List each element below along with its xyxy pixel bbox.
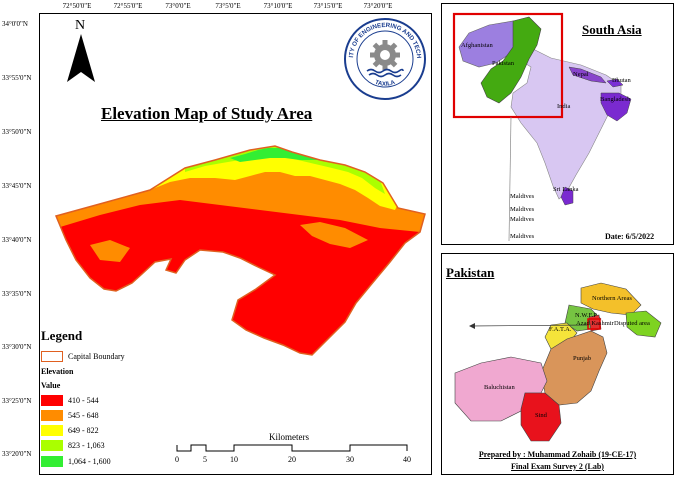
leader-line [508,116,512,242]
study-area-box [587,318,601,330]
province-label: F.A.T.A. [549,326,572,333]
india-shape [500,42,622,200]
country-label: Nepal [573,71,589,78]
pakistan-map [454,282,662,442]
pakistan-title: Pakistan [446,265,495,280]
country-label: Maldives [510,206,535,213]
north-arrow: N [66,18,96,84]
longitude-tick: 73°0'0"E [165,2,191,10]
legend-title: Legend [41,328,83,343]
country-label: Maldives [510,216,535,223]
south-asia-title: South Asia [582,22,642,37]
country-label: Sri Lanka [553,186,579,193]
legend-boundary-row: Capital Boundary [41,350,125,362]
legend-class-row: 823 - 1,063 [41,439,105,451]
longitude-tick: 72°50'0"E [62,2,92,10]
north-arrow-icon [67,34,95,82]
pakistan-shape [480,16,542,104]
legend-class-label: 545 - 648 [68,410,99,420]
south-asia-map [452,12,632,242]
latitude-tick: 33°25'0"N [2,397,32,405]
elevation-classes [56,146,425,355]
province-label: Northern Areas [592,295,632,302]
longitude-tick: 73°10'0"E [263,2,293,10]
province-label: Baluchistan [484,384,515,391]
boundary-swatch [41,350,63,362]
legend-class-label: 823 - 1,063 [68,440,105,450]
longitude-tick: 73°5'0"E [215,2,241,10]
university-seal-icon: UNIVERSITY OF ENGINEERING AND TECHNOLOGY… [341,12,426,100]
elevation-raster [54,145,426,356]
latitude-tick: 33°50'0"N [2,128,32,136]
elevation-class-1064-1600 [230,148,318,162]
country-label: Maldives [510,193,535,200]
legend-class-label: 649 - 822 [68,425,99,435]
latitude-tick: 33°45'0"N [2,182,32,190]
latitude-tick: 34°0'0"N [2,20,28,28]
afghanistan-shape [458,20,522,68]
north-label: N [75,18,86,33]
scale-tick: 30 [346,455,354,464]
country-label: India [557,103,571,110]
prepared-by: Prepared by : Muhammad Zohaib (19-CE-17) [478,450,637,459]
bhutan-shape [606,78,624,88]
country-label: Pakistan [492,60,515,67]
legend-elevation-label: Elevation [41,367,74,376]
longitude-tick: 73°15'0"E [313,2,343,10]
legend-class-label: 410 - 544 [68,395,99,405]
latitude-tick: 33°20'0"N [2,450,32,458]
svg-text:TAXILA: TAXILA [374,80,397,88]
scale-tick: 40 [403,455,411,464]
capital-boundary [54,145,426,356]
elevation-patch [300,222,368,248]
longitude-tick: 73°20'0"E [363,2,393,10]
country-label: Afghanistan [461,42,493,49]
course-label: Final Exam Survey 2 (Lab) [511,462,604,471]
legend-value-label: Value [41,381,61,390]
sri-lanka-shape [560,186,574,206]
pakistan-extent-box [452,12,564,119]
legend-boundary-label: Capital Boundary [68,351,125,361]
legend-swatch [41,424,63,436]
punjab-shape [540,330,608,406]
legend-swatch [41,455,63,467]
province-label: Azad Kashmir [576,320,614,327]
bangladesh-shape [600,92,632,122]
scale-bar [176,444,408,452]
legend-swatch [41,394,63,406]
university-logo: UNIVERSITY OF ENGINEERING AND TECHNOLOGY… [341,12,427,101]
latitude-tick: 33°30'0"N [2,343,32,351]
arrow-head-icon [469,323,475,329]
legend-swatch [41,409,63,421]
scale-tick: 5 [203,455,207,464]
legend-swatch [41,439,63,451]
legend-class-row: 545 - 648 [41,409,99,421]
legend-class-row: 649 - 822 [41,424,99,436]
legend-class-row: 1,064 - 1,600 [41,455,111,467]
leader-line [470,324,590,327]
scale-unit-label: Kilometers [269,432,309,442]
province-label: Punjab [573,355,592,362]
latitude-tick: 33°55'0"N [2,74,32,82]
scale-tick: 20 [288,455,296,464]
country-label: Maldives [510,233,535,240]
nepal-shape [568,66,607,84]
latitude-tick: 33°40'0"N [2,236,32,244]
map-title: Elevation Map of Study Area [101,104,313,123]
country-label: Bangladesh [600,96,631,103]
legend-class-label: 1,064 - 1,600 [68,456,111,466]
scale-tick: 0 [175,455,179,464]
province-label: Sind [535,412,547,419]
map-date: Date: 6/5/2022 [605,232,655,241]
sind-shape [520,392,562,442]
longitude-tick: 72°55'0"E [113,2,143,10]
country-label: Bhutan [612,77,631,84]
province-label: Disputed area [614,320,650,327]
disputed-area-shape [625,310,662,338]
legend-class-row: 410 - 544 [41,394,99,406]
elevation-patch [90,240,130,262]
latitude-tick: 33°35'0"N [2,290,32,298]
province-label: N.W.F.P [575,312,597,319]
scale-tick: 10 [230,455,238,464]
